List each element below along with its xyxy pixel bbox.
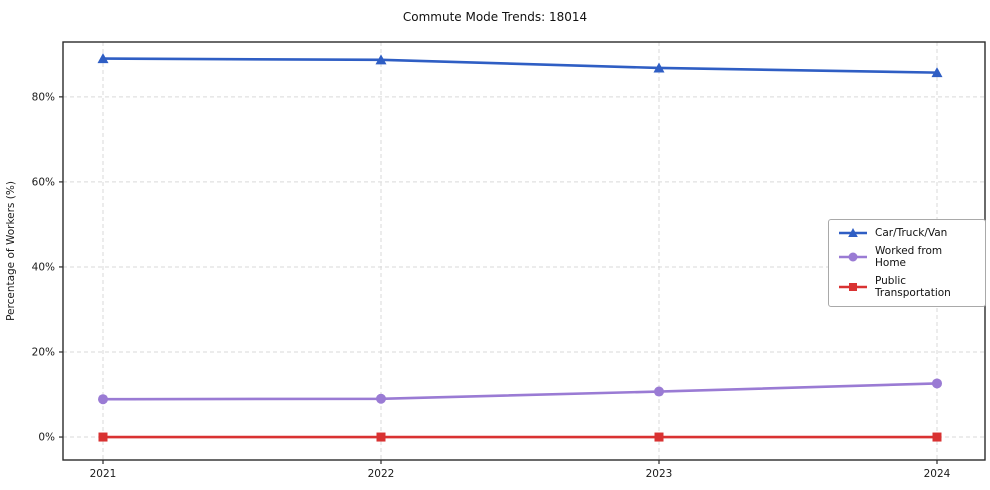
y-tick-label: 40% bbox=[32, 261, 55, 273]
legend-circle-swatch-icon bbox=[839, 252, 867, 262]
series-public-transportation-marker-square bbox=[376, 432, 386, 442]
legend-label: Car/Truck/Van bbox=[875, 227, 948, 239]
series-public-transportation-marker-square bbox=[932, 432, 942, 442]
series-car-truck-van-marker-triangle bbox=[97, 53, 109, 64]
legend-item-public-transportation: Public Transportation bbox=[838, 275, 976, 299]
series-worked-from-home-marker-circle bbox=[376, 393, 386, 404]
legend-item-car-truck-van: Car/Truck/Van bbox=[838, 227, 976, 239]
series-worked-from-home-marker-circle bbox=[98, 394, 108, 405]
legend-triangle-swatch-icon bbox=[839, 228, 867, 237]
series-public-transportation-marker-square bbox=[98, 432, 108, 442]
series-car-truck-van-marker-triangle bbox=[931, 67, 943, 78]
y-tick-label: 0% bbox=[38, 432, 55, 444]
y-tick-label: 20% bbox=[32, 346, 55, 358]
y-tick-label: 60% bbox=[32, 176, 55, 188]
series-car-truck-van-marker-triangle bbox=[375, 54, 387, 65]
x-tick-label: 2023 bbox=[646, 468, 673, 480]
legend-triangle-marker bbox=[848, 228, 858, 237]
legend-item-worked-from-home: Worked from Home bbox=[838, 245, 976, 269]
legend-label: Worked from Home bbox=[875, 245, 943, 269]
x-tick-label: 2021 bbox=[90, 468, 117, 480]
chart-title: Commute Mode Trends: 18014 bbox=[402, 10, 588, 24]
legend-label: Public Transportation bbox=[875, 275, 951, 299]
series-car-truck-van-line bbox=[101, 57, 939, 74]
legend-square-swatch-icon bbox=[839, 283, 867, 291]
y-tick-label: 80% bbox=[32, 91, 55, 103]
series-public-transportation-marker-square bbox=[654, 432, 664, 442]
legend: Car/Truck/Van Worked from Home Public Tran… bbox=[828, 219, 986, 307]
series-worked-from-home-marker-circle bbox=[654, 386, 664, 397]
y-axis-label: Percentage of Workers (%) bbox=[5, 181, 17, 321]
series-worked-from-home-marker-circle bbox=[932, 378, 942, 389]
x-tick-label: 2022 bbox=[368, 468, 395, 480]
legend-square-marker bbox=[849, 283, 857, 291]
series-worked-from-home-line bbox=[101, 382, 939, 401]
x-tick-label: 2024 bbox=[924, 468, 951, 480]
series-car-truck-van-marker-triangle bbox=[653, 62, 665, 73]
legend-circle-marker bbox=[848, 252, 858, 262]
